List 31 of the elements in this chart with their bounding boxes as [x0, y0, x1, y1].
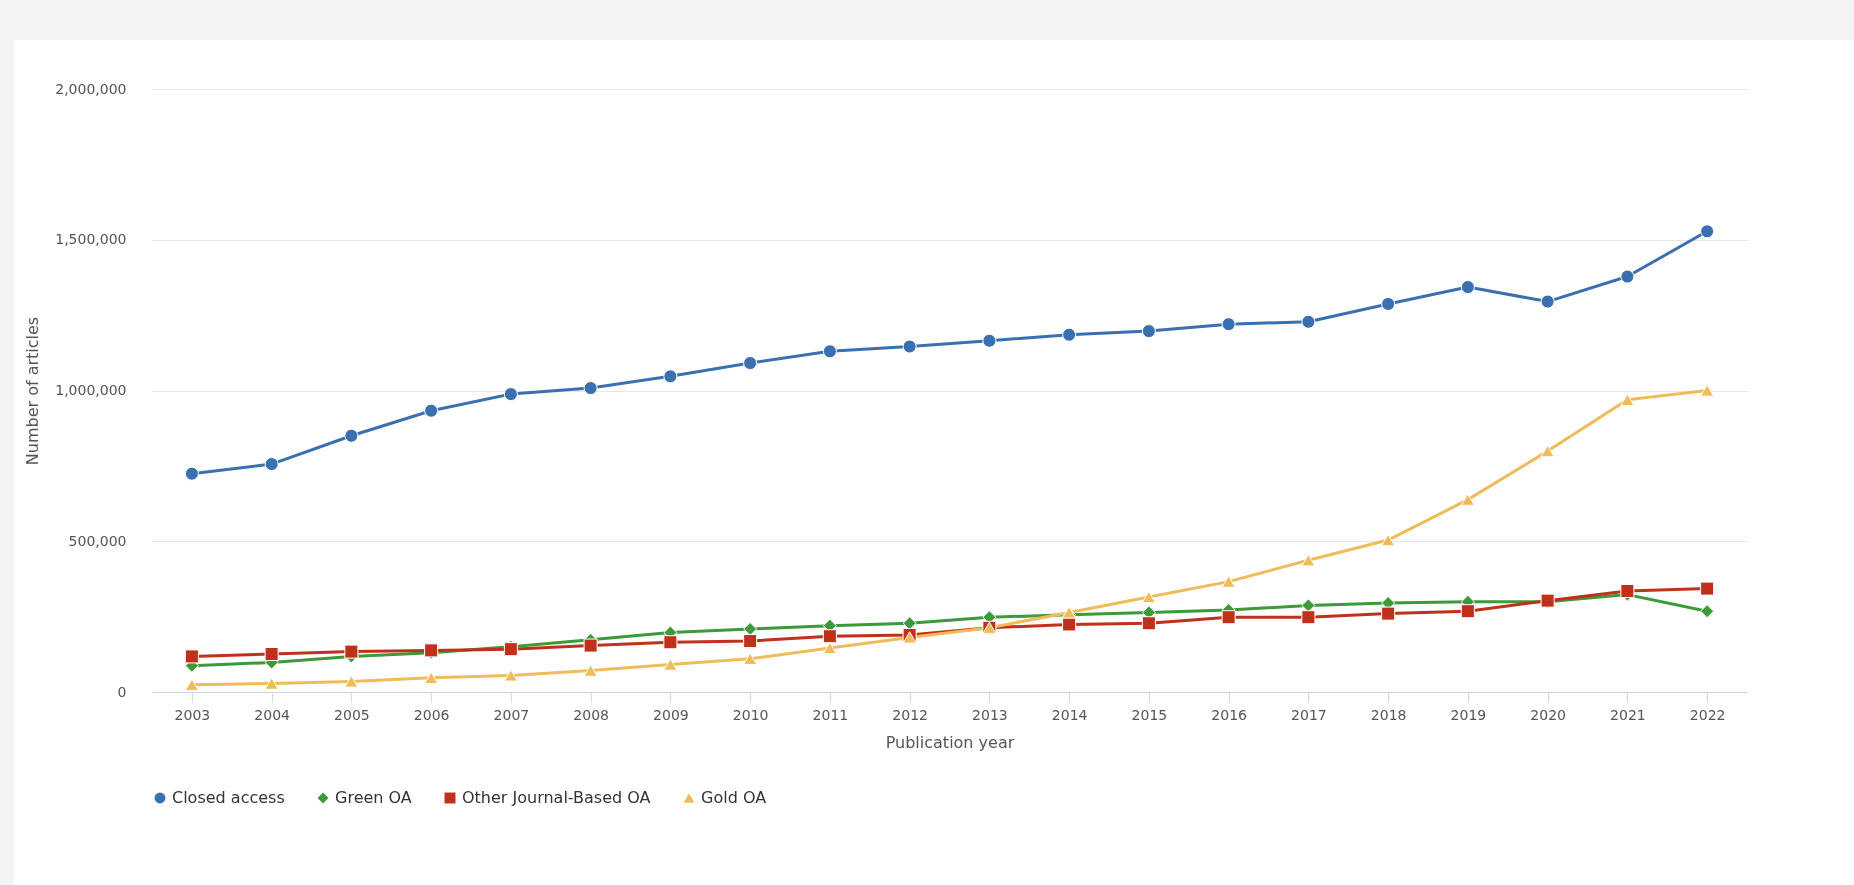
x-tick-label: 2011 — [812, 706, 849, 723]
y-tick-label: 1,500,000 — [55, 231, 127, 248]
x-tick-label: 2013 — [972, 706, 1008, 723]
y-tick-label: 0 — [117, 683, 127, 700]
x-tick-label: 2016 — [1211, 706, 1248, 723]
y-tick-label: 1,000,000 — [55, 382, 127, 398]
y-tick-label: 500,000 — [68, 532, 127, 549]
x-tick-label: 2020 — [1530, 706, 1566, 723]
x-tick-label: 2006 — [413, 706, 450, 723]
x-tick-label: 2010 — [732, 706, 769, 723]
x-tick-label: 2018 — [1370, 706, 1407, 723]
y-tick-label: 2,000,000 — [55, 80, 127, 97]
legend-label: Gold OA — [701, 788, 767, 807]
x-tick-label: 2015 — [1131, 706, 1168, 723]
x-tick-label: 2022 — [1689, 706, 1726, 723]
x-tick-label: 2014 — [1051, 706, 1088, 723]
x-tick-label: 2005 — [334, 706, 370, 723]
x-tick-label: 2021 — [1610, 706, 1646, 723]
x-tick-label: 2012 — [892, 706, 928, 723]
x-tick-label: 2009 — [653, 706, 689, 723]
legend-label: Other Journal-Based OA — [462, 788, 651, 807]
x-tick-label: 2019 — [1450, 706, 1487, 723]
x-tick-label: 2004 — [254, 706, 291, 723]
legend-label: Green OA — [335, 788, 412, 807]
y-axis-title: Number of articles — [23, 316, 43, 466]
x-tick-label: 2007 — [493, 706, 530, 723]
x-tick-label: 2008 — [573, 706, 609, 723]
legend-label: Closed access — [172, 788, 285, 807]
x-axis-title: Publication year — [885, 732, 1015, 752]
x-tick-label: 2017 — [1291, 706, 1327, 723]
x-tick-label: 2003 — [174, 706, 211, 723]
